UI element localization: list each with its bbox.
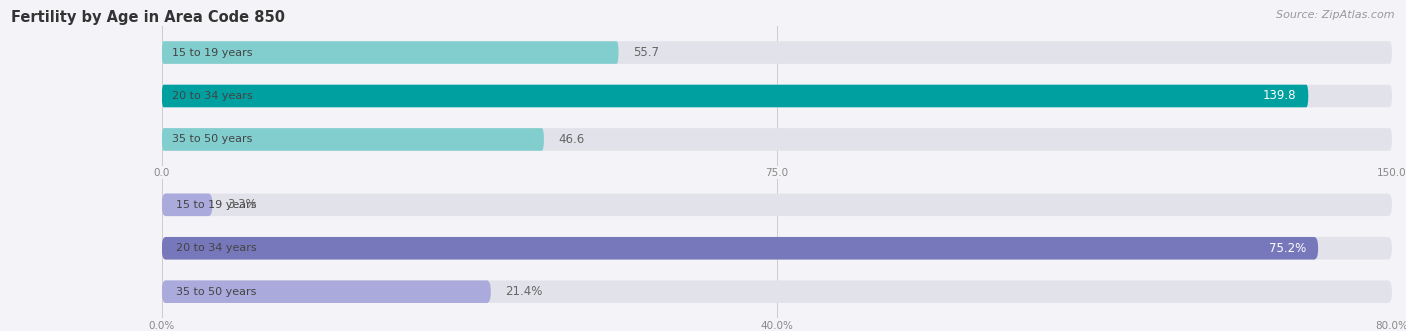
FancyBboxPatch shape [162,41,1392,64]
Text: 15 to 19 years: 15 to 19 years [176,200,256,210]
FancyBboxPatch shape [162,85,1309,107]
FancyBboxPatch shape [162,237,1392,260]
Text: 21.4%: 21.4% [506,285,543,298]
FancyBboxPatch shape [162,280,491,303]
Text: Source: ZipAtlas.com: Source: ZipAtlas.com [1277,10,1395,20]
Text: 20 to 34 years: 20 to 34 years [176,243,256,253]
FancyBboxPatch shape [162,85,1392,107]
FancyBboxPatch shape [162,41,619,64]
Text: 75.2%: 75.2% [1268,242,1306,255]
FancyBboxPatch shape [162,280,1392,303]
Text: 55.7: 55.7 [633,46,659,59]
FancyBboxPatch shape [162,237,1319,260]
Text: 3.3%: 3.3% [228,198,257,211]
Text: Fertility by Age in Area Code 850: Fertility by Age in Area Code 850 [11,10,285,25]
Text: 20 to 34 years: 20 to 34 years [172,91,253,101]
FancyBboxPatch shape [162,194,1392,216]
FancyBboxPatch shape [162,194,212,216]
FancyBboxPatch shape [162,128,544,151]
Text: 46.6: 46.6 [558,133,585,146]
Text: 35 to 50 years: 35 to 50 years [176,287,256,297]
Text: 35 to 50 years: 35 to 50 years [172,134,252,144]
Text: 15 to 19 years: 15 to 19 years [172,48,253,58]
FancyBboxPatch shape [162,128,1392,151]
Text: 139.8: 139.8 [1263,89,1296,103]
